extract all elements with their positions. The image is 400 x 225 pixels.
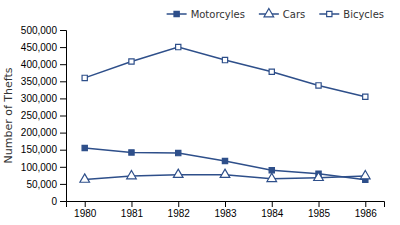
tick-label: 1983 [214,208,237,219]
legend-label: Bicycles [343,9,384,20]
marker [127,170,137,178]
marker [176,150,181,155]
marker [316,83,321,88]
tick-mark [60,167,66,168]
tick-label: 250,000 [21,110,58,121]
series-group [80,44,370,182]
tick-mark [365,201,366,207]
tick-label: 350,000 [21,76,58,87]
tick: 450,000 [21,42,66,53]
marker [269,69,274,74]
tick-mark [60,150,66,151]
tick: 1986 [355,201,378,219]
x-axis: 1980 1981 1982 1983 1984 1985 1986 [67,201,385,219]
tick-label: 1985 [308,208,331,219]
tick: 1982 [168,201,191,219]
tick: 1983 [214,201,237,219]
tick-mark [60,116,66,117]
tick: 50,000 [26,179,66,190]
line [85,47,366,97]
tick-label: 1984 [261,208,284,219]
tick-label: 1986 [355,208,378,219]
tick-mark [60,98,66,99]
tick: 350,000 [21,76,66,87]
axis-line [67,202,385,208]
legend-marker [174,11,179,16]
tick: 150,000 [21,144,66,155]
tick-mark [85,201,86,207]
tick-mark [131,201,132,207]
series [80,169,370,182]
marker [173,169,183,177]
tick-mark [60,64,66,65]
legend-marker [264,8,274,16]
marker [80,174,90,182]
tick: 500,000 [21,25,66,36]
tick-label: 1980 [74,208,97,219]
line [85,148,366,180]
marker [267,173,277,181]
marker [176,44,181,49]
tick-label: 0 [51,196,57,207]
tick: 250,000 [21,110,66,121]
legend-item: Motorcyles [167,9,245,20]
tick-label: 300,000 [21,93,58,104]
tick-label: 150,000 [21,144,58,155]
tick: 0 [51,196,66,207]
tick-label: 50,000 [26,179,57,190]
chart: 1980 1981 1982 1983 1984 1985 1986 0 50,000 100,0… [0,0,400,225]
legend-item: Cars [259,8,305,19]
series [82,145,368,182]
marker [222,158,227,163]
marker [82,75,87,80]
tick-mark [178,201,179,207]
tick-label: 1982 [168,208,191,219]
tick: 300,000 [21,93,66,104]
tick-label: 500,000 [21,25,58,36]
marker [129,59,134,64]
tick: 1980 [74,201,97,219]
tick: 200,000 [21,127,66,138]
tick-label: 400,000 [21,59,58,70]
tick: 100,000 [21,162,66,173]
tick-mark [60,201,66,202]
tick-mark [60,30,66,31]
tick-mark [319,201,320,207]
tick-mark [60,81,66,82]
y-axis-title: Number of Thefts [2,67,15,163]
tick-label: 100,000 [21,162,58,173]
tick-mark [60,133,66,134]
y-axis: 0 50,000 100,000 150,000 200,000 250,000 300,0… [21,25,67,207]
tick-mark [225,201,226,207]
tick: 400,000 [21,59,66,70]
marker [82,145,87,150]
tick: 1985 [308,201,331,219]
tick-mark [60,184,66,185]
marker [360,170,370,178]
marker [129,150,134,155]
plot: 1980 1981 1982 1983 1984 1985 1986 0 50,000 100,0… [2,25,385,219]
marker [363,94,368,99]
legend-marker [327,11,332,16]
tick-label: 1981 [121,208,144,219]
legend-label: Motorcyles [191,9,245,20]
marker [314,172,324,180]
legend: Motorcyles Cars Bicycles [167,8,384,19]
tick-mark [60,47,66,48]
legend-label: Cars [283,9,305,20]
tick: 1984 [261,201,284,219]
tick-mark [272,201,273,207]
tick-label: 200,000 [21,127,58,138]
axis-line [60,31,67,202]
tick: 1981 [121,201,144,219]
series [82,44,368,99]
marker [220,169,230,177]
tick-label: 450,000 [21,42,58,53]
marker [222,57,227,62]
legend-item: Bicycles [319,9,384,20]
